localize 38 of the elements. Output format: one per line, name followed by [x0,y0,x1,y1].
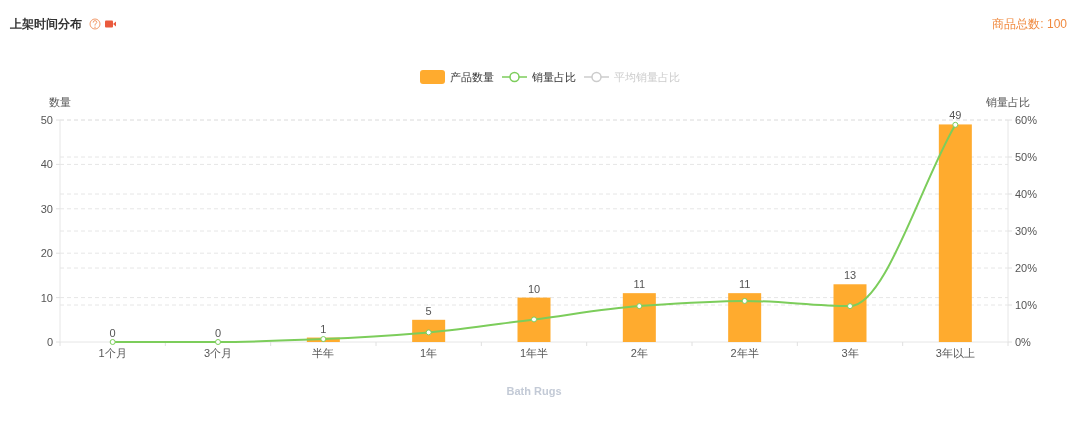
y2-tick-label: 10% [1015,299,1038,311]
y-axis-title: 数量 [49,96,71,108]
x-tick-label: 3个月 [203,347,233,359]
x-tick-label: 1个月 [98,347,127,359]
data-label: 5 [425,304,432,317]
x-tick-label: 半年 [312,347,335,359]
y2-tick-label: 50% [1015,151,1038,163]
data-label: 49 [949,109,962,122]
legend-label: 销量占比 [531,71,576,83]
chart-title: 上架时间分布 [9,17,82,31]
data-label: 0 [214,327,222,339]
y2-tick-label: 60% [1015,114,1038,126]
y-tick-label: 0 [46,336,53,348]
data-label: 11 [633,278,646,291]
data-label: 1 [320,322,327,335]
x-tick-label: 1年 [420,347,438,359]
y-tick-label: 50 [40,114,53,126]
y2-tick-label: 0% [1015,336,1032,348]
x-tick-label: 2年 [630,347,648,359]
data-label: 11 [738,278,751,291]
x-tick-label: 3年 [841,347,859,359]
y2-tick-label: 40% [1015,188,1038,200]
data-label: 10 [527,282,541,295]
x-tick-label: 2年半 [730,347,759,359]
x-tick-label: 3年以上 [935,347,975,359]
x-axis-title: Bath Rugs [506,385,562,397]
y-tick-label: 20 [40,247,53,260]
data-label: 13 [843,269,857,282]
y-tick-label: 10 [40,291,53,304]
y2-tick-label: 20% [1015,262,1038,274]
legend-label: 产品数量 [450,71,494,83]
y2-tick-label: 30% [1015,225,1038,237]
y-tick-label: 30 [40,202,53,215]
y2-axis-title: 销量占比 [985,96,1030,108]
data-label: 0 [109,327,116,339]
y-tick-label: 40 [40,158,53,171]
text: 商品总数: 100 [992,17,1068,31]
x-tick-label: 1年半 [519,347,549,359]
